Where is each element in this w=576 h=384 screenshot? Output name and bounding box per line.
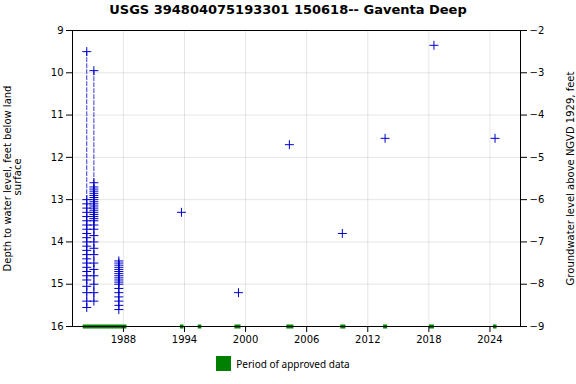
svg-text:15: 15: [51, 278, 64, 289]
svg-text:1994: 1994: [172, 334, 197, 345]
svg-text:−7: −7: [530, 236, 545, 247]
svg-text:Depth to water level, feet bel: Depth to water level, feet below land su…: [2, 86, 23, 272]
svg-text:2012: 2012: [355, 334, 380, 345]
svg-text:2000: 2000: [233, 334, 258, 345]
html-text:USGS 394804075193301 150618--: USGS 394804075193301 150618-- Gaventa De…: [109, 2, 467, 17]
svg-text:1988: 1988: [111, 334, 136, 345]
svg-text:−2: −2: [530, 25, 545, 36]
svg-text:2006: 2006: [294, 334, 319, 345]
svg-text:−9: −9: [530, 321, 545, 332]
svg-text:2018: 2018: [416, 334, 441, 345]
svg-text:14: 14: [51, 236, 64, 247]
svg-text:10: 10: [51, 67, 64, 78]
html-text:Period of approved data: Period of approved data: [236, 356, 350, 371]
svg-text:−5: −5: [530, 152, 545, 163]
svg-text:−6: −6: [530, 194, 545, 205]
svg-text:11: 11: [51, 109, 64, 120]
svg-text:2024: 2024: [477, 334, 502, 345]
svg-text:−3: −3: [530, 67, 545, 78]
svg-text:13: 13: [51, 194, 64, 205]
svg-text:−8: −8: [530, 278, 545, 289]
svg-text:−4: −4: [530, 109, 545, 120]
svg-text:9: 9: [57, 25, 63, 36]
svg-text:Groundwater level above NGVD 1: Groundwater level above NGVD 1929, feet: [565, 72, 576, 286]
svg-text:16: 16: [51, 321, 64, 332]
svg-text:12: 12: [51, 152, 64, 163]
